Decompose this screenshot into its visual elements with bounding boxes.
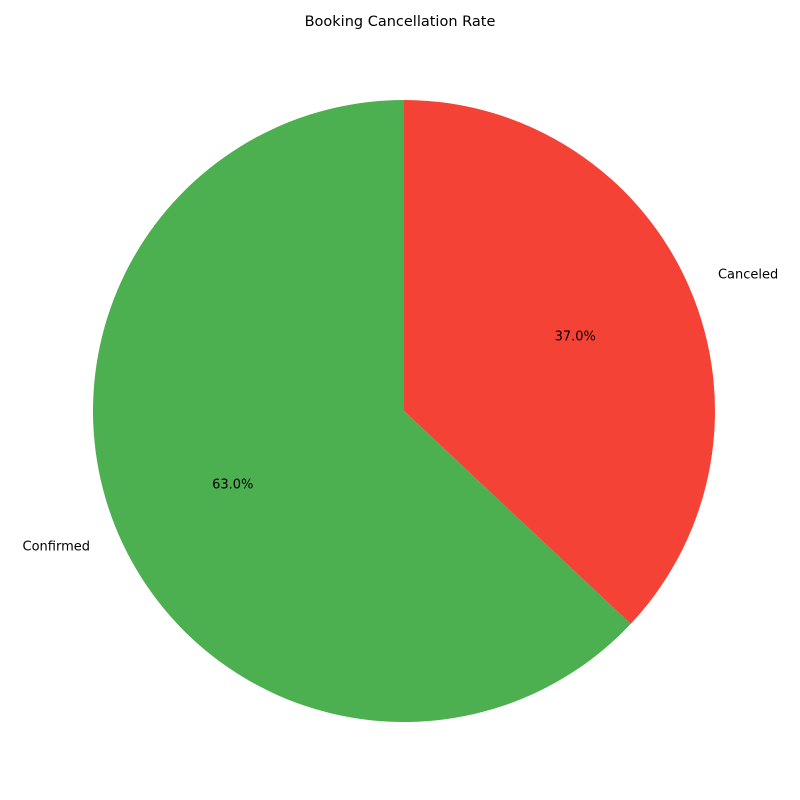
pie-slice-confirmed [93, 100, 631, 722]
pct-label-canceled: 37.0% [555, 329, 596, 344]
slice-label-canceled: Canceled [718, 268, 778, 283]
slice-label-confirmed: Confirmed [23, 539, 91, 554]
pct-label-confirmed: 63.0% [212, 478, 253, 493]
chart-title: Booking Cancellation Rate [304, 14, 496, 30]
pie-slice-canceled [404, 100, 715, 624]
